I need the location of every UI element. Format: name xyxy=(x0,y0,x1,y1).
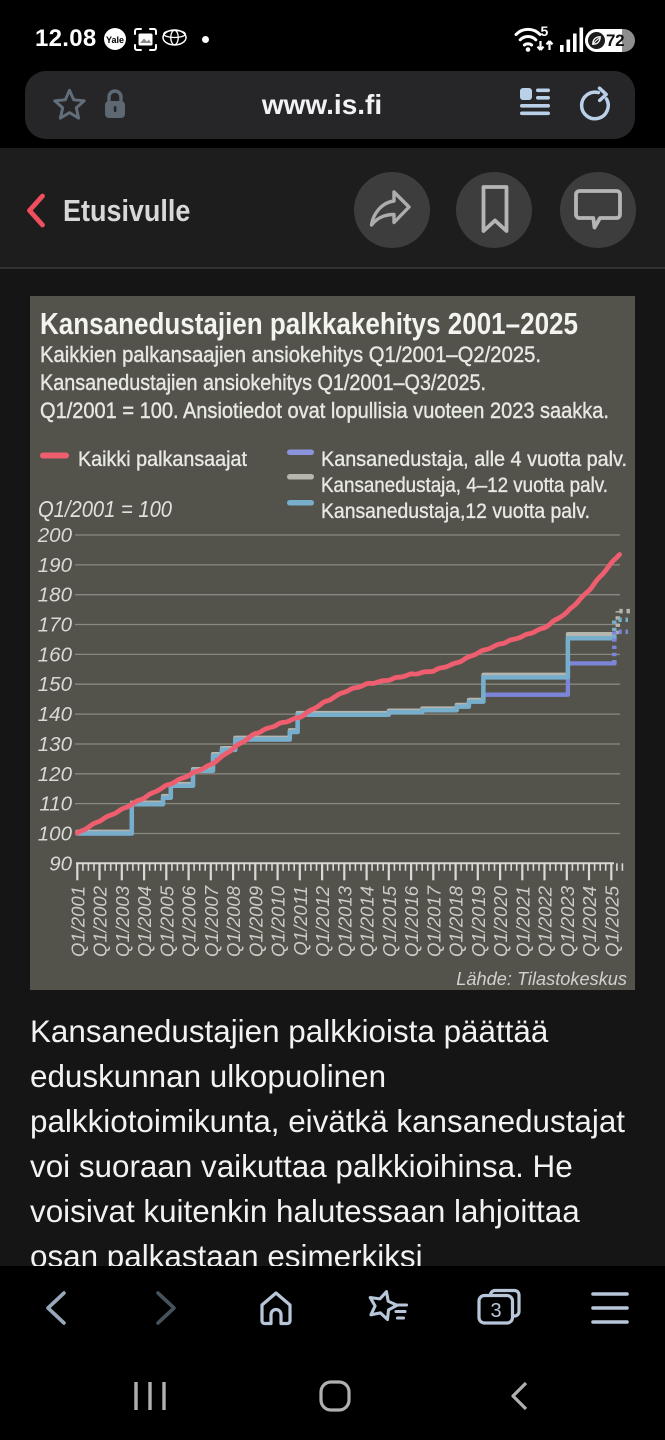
svg-text:Q1/2001 = 100: Q1/2001 = 100 xyxy=(38,496,172,522)
svg-text:Q1/2011: Q1/2011 xyxy=(290,886,311,956)
svg-text:3: 3 xyxy=(490,1300,501,1322)
svg-text:Q1/2004: Q1/2004 xyxy=(134,886,155,957)
svg-text:160: 160 xyxy=(38,643,73,666)
svg-text:120: 120 xyxy=(38,763,73,786)
svg-text:Q1/2002: Q1/2002 xyxy=(90,885,111,957)
svg-text:Q1/2016: Q1/2016 xyxy=(401,885,422,957)
svg-text:Q1/2005: Q1/2005 xyxy=(156,885,177,957)
svg-text:Q1/2015: Q1/2015 xyxy=(379,885,400,957)
svg-text:180: 180 xyxy=(38,584,73,607)
svg-text:110: 110 xyxy=(39,793,72,816)
svg-text:Q1/2013: Q1/2013 xyxy=(334,885,355,957)
svg-text:Kansanedustaja, 4–12 vuotta pa: Kansanedustaja, 4–12 vuotta palv. xyxy=(321,473,608,497)
svg-text:Kansanedustajien ansiokehitys: Kansanedustajien ansiokehitys Q1/2001–Q3… xyxy=(40,370,486,395)
svg-text:Q1/2006: Q1/2006 xyxy=(179,885,200,957)
svg-text:Q1/2020: Q1/2020 xyxy=(490,885,511,957)
svg-text:Q1/2018: Q1/2018 xyxy=(446,885,467,957)
svg-text:190: 190 xyxy=(38,554,73,577)
svg-text:Q1/2025: Q1/2025 xyxy=(601,885,622,957)
svg-text:Q1/2014: Q1/2014 xyxy=(357,886,378,957)
svg-text:Kansanedustaja, alle 4 vuotta: Kansanedustaja, alle 4 vuotta palv. xyxy=(321,447,627,471)
svg-text:Q1/2023: Q1/2023 xyxy=(557,885,578,957)
svg-text:Q1/2009: Q1/2009 xyxy=(245,886,266,957)
svg-text:Q1/2010: Q1/2010 xyxy=(268,885,289,957)
svg-text:Q1/2024: Q1/2024 xyxy=(579,886,600,957)
svg-text:90: 90 xyxy=(49,852,72,875)
svg-text:Lähde: Tilastokeskus: Lähde: Tilastokeskus xyxy=(456,969,627,989)
svg-text:170: 170 xyxy=(38,614,73,637)
svg-text:Q1/2021: Q1/2021 xyxy=(512,886,533,957)
svg-text:140: 140 xyxy=(38,703,73,726)
svg-text:Q1/2012: Q1/2012 xyxy=(312,885,333,957)
svg-text:Q1/2003: Q1/2003 xyxy=(112,885,133,957)
svg-text:Kansanedustaja,12 vuotta palv.: Kansanedustaja,12 vuotta palv. xyxy=(321,499,590,523)
svg-text:Kaikkien palkansaajien ansioke: Kaikkien palkansaajien ansiokehitys Q1/2… xyxy=(40,342,541,367)
svg-text:Q1/2001 = 100. Ansiotiedot ova: Q1/2001 = 100. Ansiotiedot ovat lopullis… xyxy=(40,398,609,423)
svg-text:130: 130 xyxy=(38,733,73,756)
svg-text:200: 200 xyxy=(37,524,73,547)
svg-text:Kaikki palkansaajat: Kaikki palkansaajat xyxy=(78,447,247,471)
svg-text:Q1/2019: Q1/2019 xyxy=(468,886,489,957)
svg-text:100: 100 xyxy=(38,823,73,846)
svg-text:Q1/2017: Q1/2017 xyxy=(423,885,444,957)
svg-text:Kansanedustajien palkkakehitys: Kansanedustajien palkkakehitys 2001–2025 xyxy=(40,306,578,341)
svg-text:Q1/2022: Q1/2022 xyxy=(535,885,556,957)
svg-text:Q1/2007: Q1/2007 xyxy=(201,885,222,957)
svg-text:5: 5 xyxy=(541,24,549,39)
svg-text:Q1/2008: Q1/2008 xyxy=(223,885,244,957)
svg-text:150: 150 xyxy=(38,673,73,696)
svg-text:Q1/2001: Q1/2001 xyxy=(67,886,88,957)
